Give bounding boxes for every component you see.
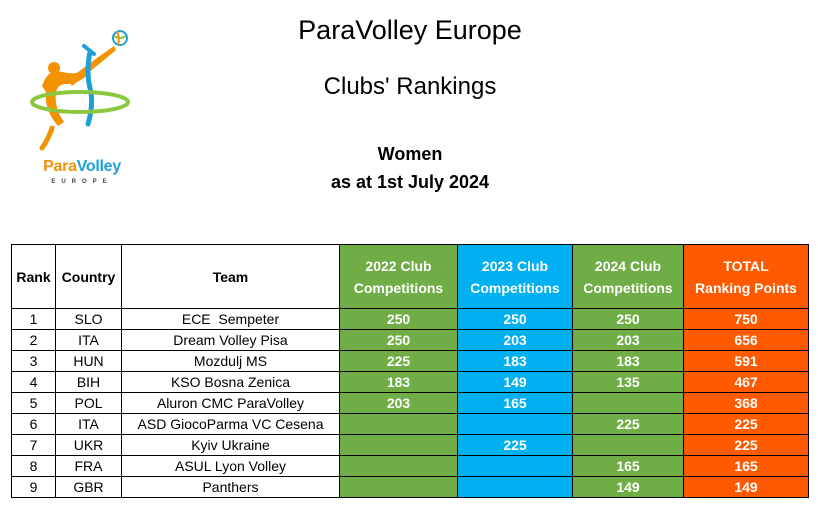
cell-team: Mozdulj MS bbox=[121, 350, 340, 372]
logo-subtitle: EUROPE bbox=[51, 179, 113, 185]
page-subtitle: Clubs' Rankings bbox=[323, 73, 497, 100]
category-heading: Women bbox=[377, 144, 443, 164]
col-header-total-line2: Ranking Points bbox=[695, 279, 797, 296]
col-header-2024: 2024 Club Competitions bbox=[572, 244, 684, 309]
cell-2022 bbox=[339, 476, 458, 498]
col-header-total-line1: TOTAL bbox=[723, 257, 769, 274]
col-header-country: Country bbox=[55, 244, 122, 309]
cell-2022: 250 bbox=[339, 329, 458, 351]
cell-rank: 3 bbox=[11, 350, 56, 372]
cell-2022 bbox=[339, 413, 458, 435]
cell-2022 bbox=[339, 455, 458, 477]
cell-total: 149 bbox=[683, 476, 809, 498]
rankings-table: Rank Country Team 2022 Club Competitions … bbox=[11, 244, 809, 498]
cell-2023: 165 bbox=[457, 392, 573, 414]
table-row: 8 FRA ASUL Lyon Volley 165 165 bbox=[11, 455, 809, 477]
cell-team: ASUL Lyon Volley bbox=[121, 455, 340, 477]
cell-total: 165 bbox=[683, 455, 809, 477]
cell-team: ECE Sempeter bbox=[121, 308, 340, 330]
cell-rank: 2 bbox=[11, 329, 56, 351]
cell-country: POL bbox=[55, 392, 122, 414]
cell-2023 bbox=[457, 476, 573, 498]
cell-country: ITA bbox=[55, 413, 122, 435]
cell-team: Dream Volley Pisa bbox=[121, 329, 340, 351]
paravolley-logo: ParaVolley EUROPE bbox=[28, 28, 136, 188]
cell-2023: 250 bbox=[457, 308, 573, 330]
logo-wordmark: ParaVolley bbox=[28, 158, 136, 176]
cell-2023: 225 bbox=[457, 434, 573, 456]
cell-rank: 6 bbox=[11, 413, 56, 435]
date-heading: as at 1st July 2024 bbox=[330, 172, 490, 192]
cell-2022: 250 bbox=[339, 308, 458, 330]
table-row: 6 ITA ASD GiocoParma VC Cesena 225 225 bbox=[11, 413, 809, 435]
table-header-row: Rank Country Team 2022 Club Competitions … bbox=[11, 244, 809, 309]
table-row: 4 BIH KSO Bosna Zenica 183 149 135 467 bbox=[11, 371, 809, 393]
col-header-2023-line2: Competitions bbox=[470, 279, 560, 296]
cell-rank: 4 bbox=[11, 371, 56, 393]
cell-2023 bbox=[457, 413, 573, 435]
cell-total: 368 bbox=[683, 392, 809, 414]
cell-2023 bbox=[457, 455, 573, 477]
col-header-team: Team bbox=[121, 244, 340, 309]
cell-2022: 225 bbox=[339, 350, 458, 372]
cell-team: KSO Bosna Zenica bbox=[121, 371, 340, 393]
cell-rank: 9 bbox=[11, 476, 56, 498]
cell-2023: 183 bbox=[457, 350, 573, 372]
cell-rank: 7 bbox=[11, 434, 56, 456]
col-header-rank: Rank bbox=[11, 244, 56, 309]
cell-country: GBR bbox=[55, 476, 122, 498]
table-row: 7 UKR Kyiv Ukraine 225 225 bbox=[11, 434, 809, 456]
col-header-2022: 2022 Club Competitions bbox=[339, 244, 458, 309]
cell-2023: 149 bbox=[457, 371, 573, 393]
col-header-2023-line1: 2023 Club bbox=[481, 257, 549, 274]
cell-rank: 1 bbox=[11, 308, 56, 330]
cell-total: 467 bbox=[683, 371, 809, 393]
cell-team: Aluron CMC ParaVolley bbox=[121, 392, 340, 414]
cell-country: BIH bbox=[55, 371, 122, 393]
cell-team: Kyiv Ukraine bbox=[121, 434, 340, 456]
cell-2022: 203 bbox=[339, 392, 458, 414]
table-row: 5 POL Aluron CMC ParaVolley 203 165 368 bbox=[11, 392, 809, 414]
cell-2024: 165 bbox=[572, 455, 684, 477]
cell-2024: 250 bbox=[572, 308, 684, 330]
cell-2022 bbox=[339, 434, 458, 456]
cell-2023: 203 bbox=[457, 329, 573, 351]
col-header-2023: 2023 Club Competitions bbox=[457, 244, 573, 309]
table-row: 9 GBR Panthers 149 149 bbox=[11, 476, 809, 498]
cell-2024: 149 bbox=[572, 476, 684, 498]
col-header-2024-line2: Competitions bbox=[583, 279, 673, 296]
col-header-total: TOTAL Ranking Points bbox=[683, 244, 809, 309]
cell-rank: 8 bbox=[11, 455, 56, 477]
col-header-2022-line2: Competitions bbox=[353, 279, 444, 296]
cell-country: SLO bbox=[55, 308, 122, 330]
cell-country: FRA bbox=[55, 455, 122, 477]
cell-total: 750 bbox=[683, 308, 809, 330]
cell-2022: 183 bbox=[339, 371, 458, 393]
paravolley-emblem-icon bbox=[30, 30, 130, 151]
table-row: 1 SLO ECE Sempeter 250 250 250 750 bbox=[11, 308, 809, 330]
logo-word-volley: Volley bbox=[76, 158, 121, 175]
col-header-2022-line1: 2022 Club bbox=[365, 257, 432, 274]
cell-2024: 203 bbox=[572, 329, 684, 351]
col-header-2024-line1: 2024 Club bbox=[594, 257, 662, 274]
cell-total: 225 bbox=[683, 413, 809, 435]
page-title: ParaVolley Europe bbox=[298, 15, 522, 45]
table-row: 2 ITA Dream Volley Pisa 250 203 203 656 bbox=[11, 329, 809, 351]
logo-word-para: Para bbox=[43, 158, 77, 175]
table-row: 3 HUN Mozdulj MS 225 183 183 591 bbox=[11, 350, 809, 372]
cell-total: 225 bbox=[683, 434, 809, 456]
cell-total: 591 bbox=[683, 350, 809, 372]
cell-2024: 183 bbox=[572, 350, 684, 372]
cell-total: 656 bbox=[683, 329, 809, 351]
cell-2024 bbox=[572, 392, 684, 414]
cell-team: Panthers bbox=[121, 476, 340, 498]
cell-country: UKR bbox=[55, 434, 122, 456]
cell-team: ASD GiocoParma VC Cesena bbox=[121, 413, 340, 435]
cell-country: HUN bbox=[55, 350, 122, 372]
cell-2024 bbox=[572, 434, 684, 456]
cell-country: ITA bbox=[55, 329, 122, 351]
cell-2024: 135 bbox=[572, 371, 684, 393]
cell-2024: 225 bbox=[572, 413, 684, 435]
cell-rank: 5 bbox=[11, 392, 56, 414]
